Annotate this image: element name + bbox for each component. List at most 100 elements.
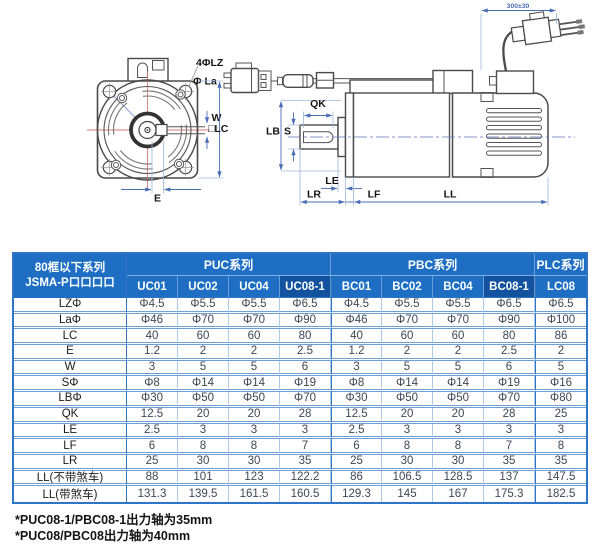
dim-label-lb: LB	[266, 126, 280, 138]
table-cell: 1.2	[331, 345, 382, 361]
table-cell: Φ14	[382, 376, 433, 393]
dim-label-ll: LL	[444, 189, 457, 201]
table-cell: 8	[178, 439, 229, 455]
column-header: UC04	[229, 276, 280, 298]
table-cell: 3	[331, 360, 382, 377]
table-cell: Φ14	[229, 376, 280, 393]
table-cell: 175.3	[484, 486, 535, 502]
dim-qk-ext	[303, 111, 334, 128]
dimension-drawing: 4ΦLZ Φ La W □LC E	[87, 3, 586, 206]
tube-bands	[302, 74, 308, 88]
table-cell: 2.5	[127, 423, 178, 440]
connector-head	[547, 18, 562, 39]
dim-e-ext	[151, 141, 164, 194]
table-cell: 3	[484, 423, 535, 440]
table-cell: Φ70	[280, 392, 331, 408]
arc-slot-ring	[107, 90, 188, 170]
center-dot	[146, 129, 149, 131]
table-cell: 60	[178, 329, 229, 346]
table-cell: Φ6.5	[535, 298, 586, 314]
table-cell: Φ19	[280, 376, 331, 393]
block-slot-1	[260, 74, 267, 80]
table-cell: 80	[280, 329, 331, 346]
side-view: 300±30 LB S QK LE LR LF LL	[266, 3, 586, 206]
dim-label-w: W	[212, 112, 222, 124]
table-cell: 86	[535, 329, 586, 346]
table-cell: 20	[229, 407, 280, 424]
column-header: BC04	[433, 276, 484, 298]
footnotes: *PUC08-1/PBC08-1出力轴为35mm *PUC08/PBC08出力轴…	[15, 512, 212, 544]
connector-pin-2	[223, 82, 232, 89]
table-cell: 5	[535, 360, 586, 377]
table-cell: Φ46	[331, 313, 382, 330]
row-label: LF	[14, 439, 127, 455]
dim-label-phila: Φ La	[193, 76, 217, 88]
row-label: LR	[14, 454, 127, 471]
table-cell: 2	[178, 345, 229, 361]
corner-line1: 80框以下系列	[34, 262, 106, 275]
table-cell: 161.5	[229, 486, 280, 502]
row-label: LaΦ	[14, 313, 127, 330]
keyway-lines	[167, 126, 205, 135]
table-cell: 7	[280, 439, 331, 455]
series-group-header: PLC系列	[535, 254, 586, 276]
row-label: W	[14, 360, 127, 377]
table-cell: 160.5	[280, 486, 331, 502]
column-header: LC08	[535, 276, 586, 298]
row-label: LC	[14, 329, 127, 346]
table-cell: Φ5.5	[433, 298, 484, 314]
table-cell: 3	[382, 423, 433, 440]
table-cell: 8	[382, 439, 433, 455]
table-cell: Φ14	[178, 376, 229, 393]
pin-tip-1	[575, 19, 583, 24]
table-cell: Φ100	[535, 313, 586, 330]
corner-line2: JSMA-P口口口口	[25, 277, 115, 289]
table-cell: 3	[178, 423, 229, 440]
la-circle-outer	[96, 79, 199, 181]
terminal-platform	[349, 79, 435, 95]
table-cell: 30	[178, 454, 229, 471]
column-header: BC02	[382, 276, 433, 298]
table-cell: Φ50	[229, 392, 280, 408]
table-cell: 3	[433, 423, 484, 440]
terminal-tab	[152, 60, 165, 71]
table-cell: 137	[484, 470, 535, 487]
table-cell: 145	[382, 486, 433, 502]
table-cell: 8	[229, 439, 280, 455]
dim-label-s: S	[284, 126, 291, 138]
front-view: 4ΦLZ Φ La W □LC E	[87, 57, 229, 205]
row-label: E	[14, 345, 127, 361]
table-cell: Φ90	[484, 313, 535, 330]
key-section	[155, 123, 168, 137]
table-cell: 5	[178, 360, 229, 377]
encoder-box	[495, 70, 535, 95]
table-cell: 122.2	[280, 470, 331, 487]
table-cell: 6	[127, 439, 178, 455]
table-cell: 6	[331, 439, 382, 455]
row-label: LL(不带煞车)	[14, 470, 127, 487]
table-cell: 139.5	[178, 486, 229, 502]
table-cell: 30	[382, 454, 433, 471]
footnote-line: *PUC08-1/PBC08-1出力轴为35mm	[15, 513, 213, 527]
table-cell: 8	[433, 439, 484, 455]
table-cell: 5	[433, 360, 484, 377]
table-cell: 2	[229, 345, 280, 361]
table-cell: 28	[484, 407, 535, 424]
flange-plate	[344, 92, 355, 178]
table-cell: Φ70	[229, 313, 280, 330]
table-cell: 80	[484, 329, 535, 346]
series-group-header: PUC系列	[127, 254, 331, 276]
table-cell: 128.5	[433, 470, 484, 487]
terminal-raised-box	[432, 69, 474, 95]
power-connector-housing	[230, 67, 260, 94]
table-cell: Φ30	[127, 392, 178, 408]
dim-label-lc: □LC	[208, 123, 229, 135]
table-cell: Φ5.5	[229, 298, 280, 314]
table-cell: Φ46	[127, 313, 178, 330]
table-cell: 28	[280, 407, 331, 424]
table-cell: 12.5	[127, 407, 178, 424]
table-cell: Φ50	[433, 392, 484, 408]
table-cell: 8	[535, 439, 586, 455]
table-cell: 35	[280, 454, 331, 471]
table-cell: 7	[484, 439, 535, 455]
